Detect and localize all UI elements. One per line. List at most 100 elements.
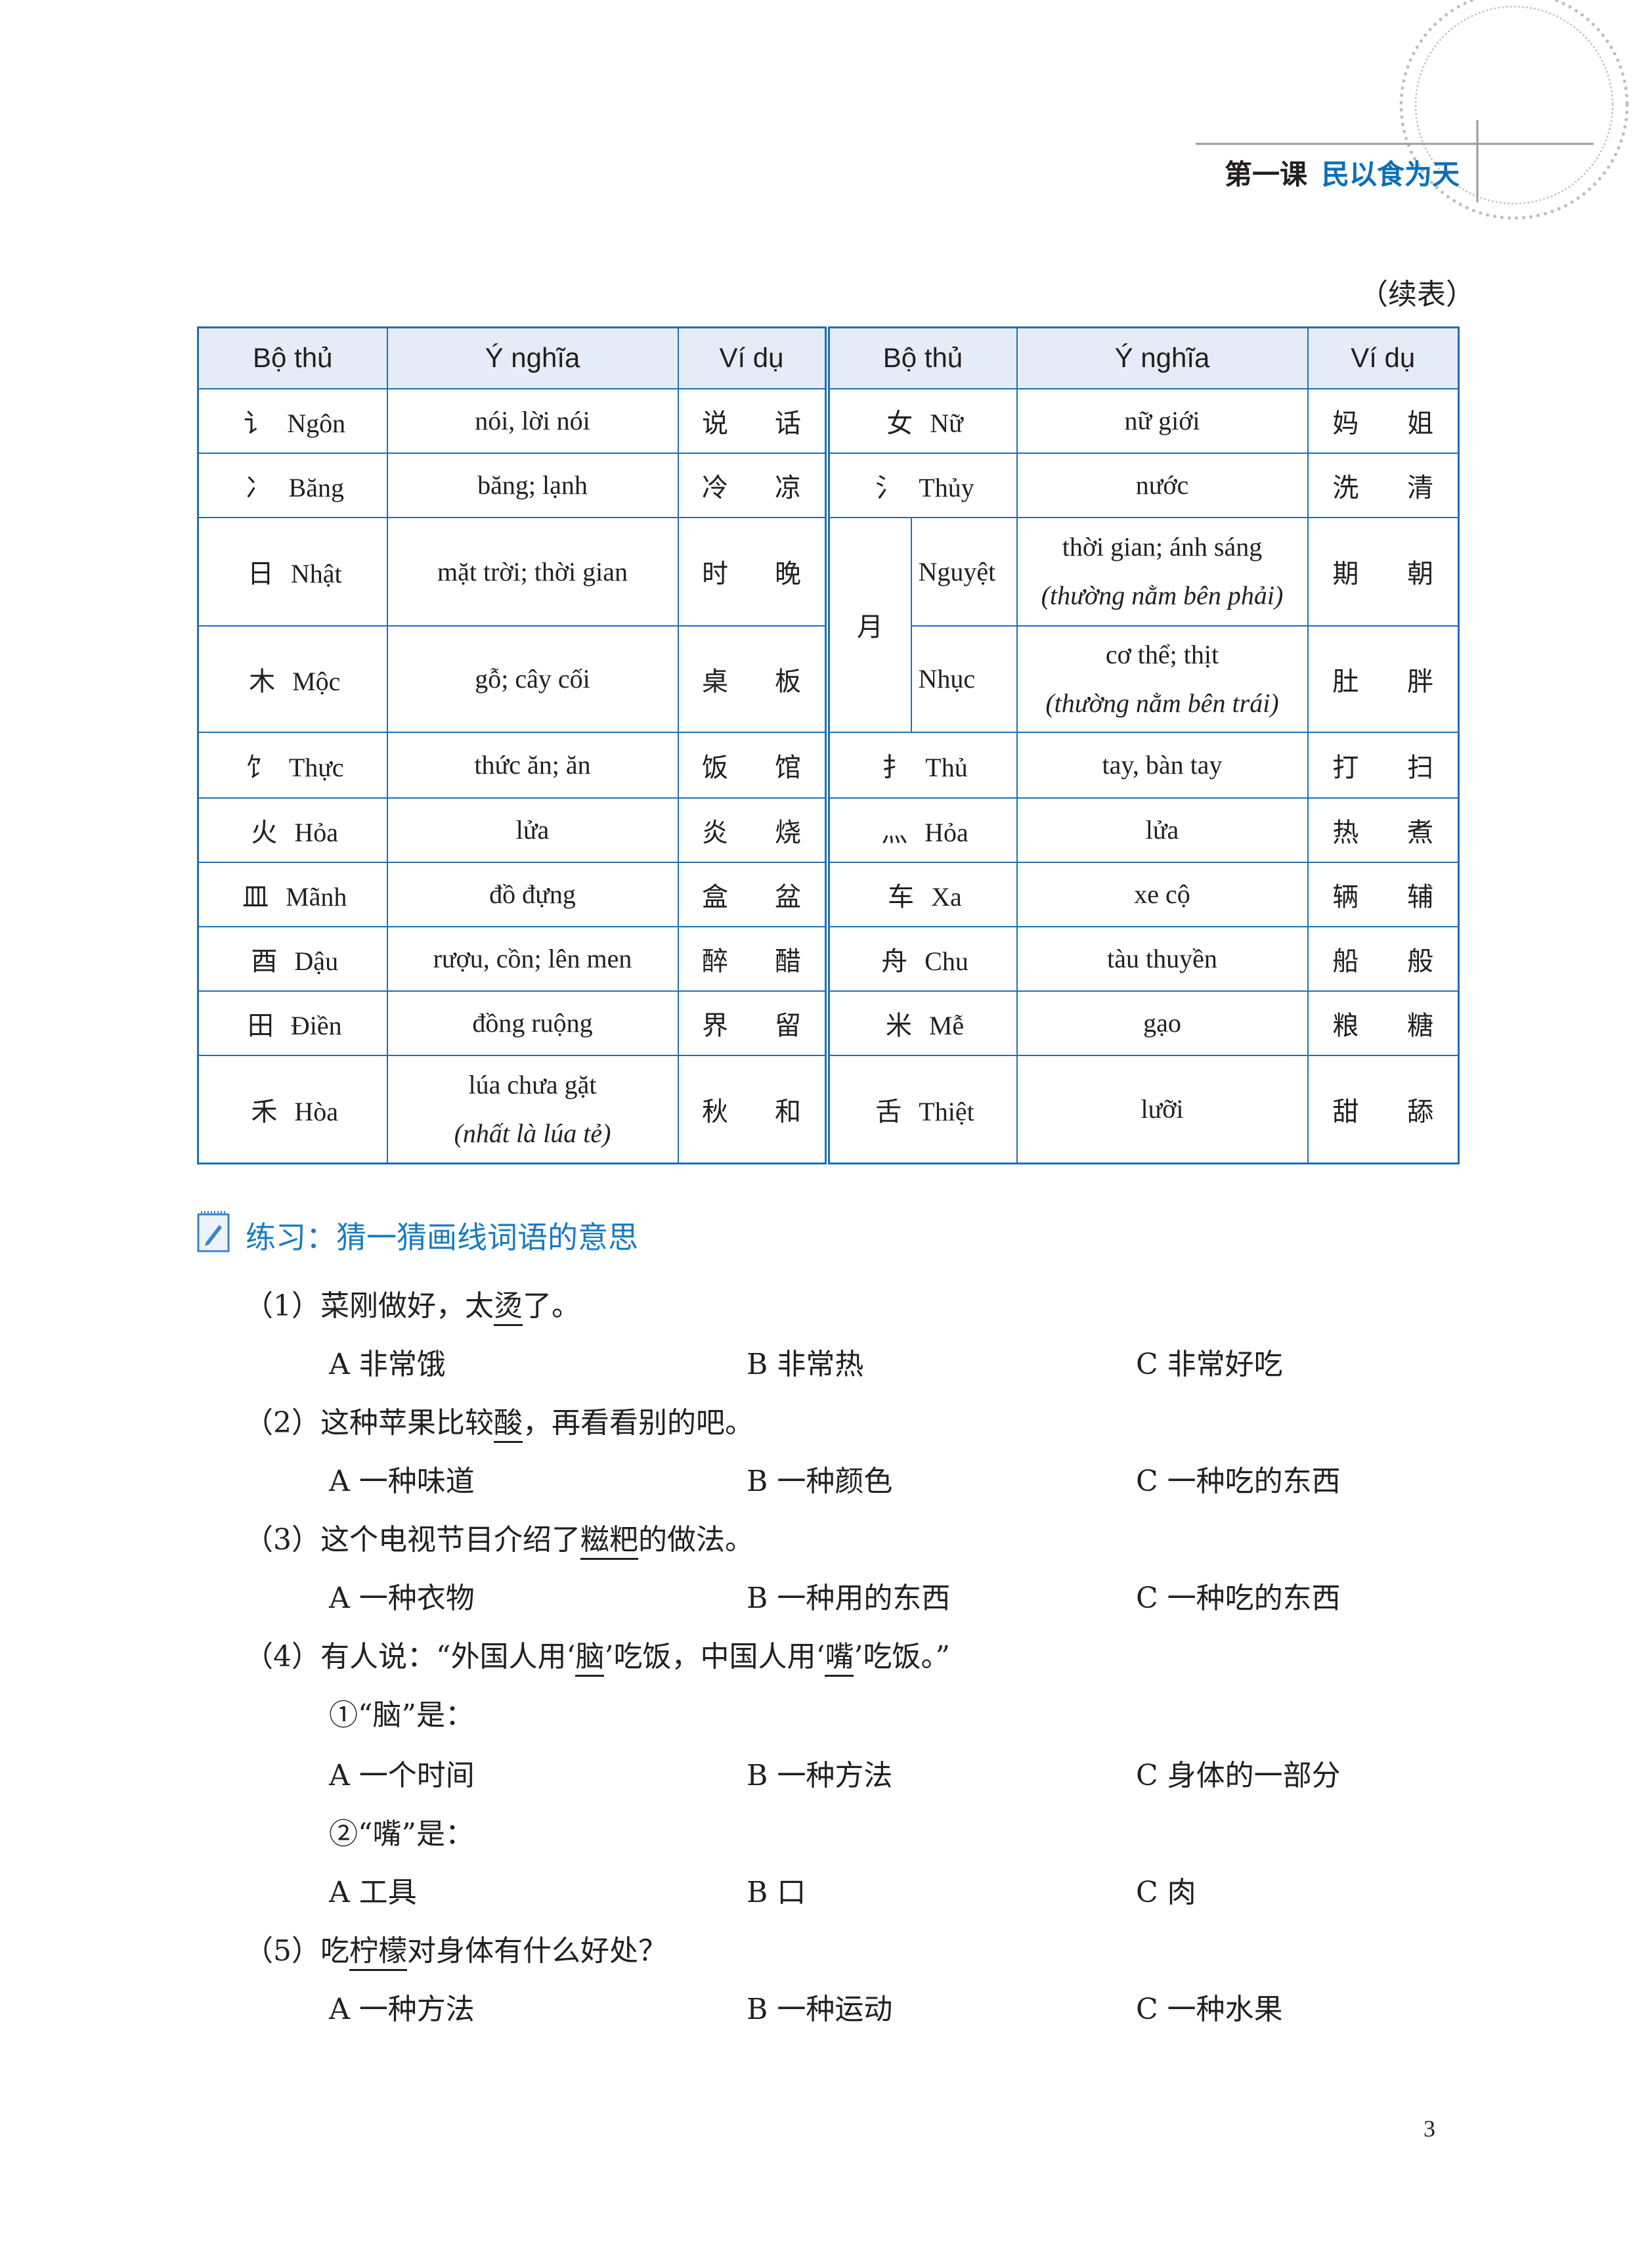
radical-name: Mộc <box>292 666 341 696</box>
radical-name: Chu <box>924 946 968 976</box>
example-char: 留 <box>775 1010 801 1041</box>
meaning-cell: gỗ; cây cối <box>386 625 679 733</box>
answer-option[interactable]: C 肉 <box>1136 1876 1196 1909</box>
question: （4）有人说：“外国人用‘脑’吃饭，中国人用‘嘴’吃饭。” <box>244 1633 950 1677</box>
radical-name: Mãnh <box>286 881 347 912</box>
answer-option[interactable]: A 一种方法 <box>329 1993 475 2026</box>
answer-option[interactable]: B 一种用的东西 <box>747 1582 951 1615</box>
examples-cell: 说话 <box>677 387 828 454</box>
radical-glyph: 田 <box>247 1010 274 1041</box>
meaning-text: xe cộ <box>1134 879 1190 909</box>
meaning-text: băng; lạnh <box>477 470 588 500</box>
example-char: 炎 <box>702 817 728 848</box>
examples-cell: 界留 <box>677 990 828 1056</box>
answer-option[interactable]: C 非常好吃 <box>1136 1348 1283 1381</box>
radical-name: Thủy <box>919 472 974 502</box>
radical-glyph: 月 <box>857 612 883 642</box>
table-row: 木 Mộc gỗ; cây cối 桌板 Nhục cơ thể; thịt (thường… <box>197 625 1460 733</box>
question: （2）这种苹果比较酸，再看看别的吧。 <box>244 1399 754 1443</box>
example-char: 洗 <box>1332 472 1359 503</box>
answer-option[interactable]: B 口 <box>747 1876 806 1909</box>
radical-glyph: 饣 <box>245 752 272 783</box>
example-char: 热 <box>1332 817 1359 848</box>
radical-name: Mễ <box>928 1010 965 1040</box>
lesson-number: 第一课 <box>1225 158 1308 190</box>
answer-option[interactable]: C 一种吃的东西 <box>1136 1582 1341 1615</box>
answer-option[interactable]: B 一种运动 <box>747 1993 893 2026</box>
meaning-text: lửa <box>1145 815 1179 845</box>
answer-option[interactable]: B 一种方法 <box>747 1759 893 1792</box>
meaning-cell: gạo <box>1016 990 1309 1056</box>
meaning-text: cơ thể; thịt <box>1105 639 1219 669</box>
page-number: 3 <box>1424 2115 1435 2142</box>
radical-cell: 田 Điền <box>197 990 388 1056</box>
meaning-text: tay, bàn tay <box>1102 750 1223 780</box>
example-char: 辅 <box>1407 881 1434 912</box>
radical-glyph: 米 <box>885 1010 912 1041</box>
question-text: 了。 <box>523 1289 580 1323</box>
underlined-word: 嘴 <box>825 1640 854 1677</box>
meaning-cell: tay, bàn tay <box>1016 731 1309 799</box>
examples-cell: 热煮 <box>1307 797 1460 863</box>
answer-option[interactable]: C 身体的一部分 <box>1136 1759 1341 1792</box>
example-char: 醉 <box>702 946 728 977</box>
meaning-text: gạo <box>1143 1008 1181 1038</box>
answer-option[interactable]: B 非常热 <box>747 1348 864 1381</box>
examples-cell: 打扫 <box>1307 731 1460 799</box>
radical-name: Xa <box>931 881 962 912</box>
table-row: 日 Nhật mặt trời; thời gian 时晚月 Nguyệt thời gi… <box>197 516 1460 733</box>
underlined-word: 糍粑 <box>580 1523 638 1560</box>
answer-option[interactable]: C 一种水果 <box>1136 1993 1283 2026</box>
example-char: 糖 <box>1407 1010 1434 1041</box>
examples-cell: 肚胖 <box>1307 625 1460 733</box>
underlined-word: 烫 <box>494 1289 523 1326</box>
question-text: 对身体有什么好处？ <box>407 1934 667 1968</box>
example-char: 醋 <box>775 946 801 977</box>
table-row: 禾 Hòa lúa chưa gặt (nhất là lúa tẻ) 秋和舌 Thiệt… <box>197 1054 1460 1164</box>
example-char: 甜 <box>1332 1096 1359 1127</box>
radical-cell: 木 Mộc <box>197 625 388 733</box>
examples-cell: 炎烧 <box>677 797 828 863</box>
example-char: 盆 <box>775 881 801 912</box>
meaning-text: gỗ; cây cối <box>475 664 590 694</box>
meaning-cell: đồng ruộng <box>386 990 679 1056</box>
radical-cell: 禾 Hòa <box>197 1054 388 1164</box>
meaning-cell: lửa <box>386 797 679 863</box>
radical-cell: 米 Mễ <box>824 990 1018 1056</box>
underlined-word: 柠檬 <box>349 1934 407 1971</box>
answer-option[interactable]: A 一个时间 <box>329 1759 475 1792</box>
answer-option[interactable]: A 一种味道 <box>329 1465 475 1498</box>
meaning-cell: tàu thuyền <box>1016 925 1309 992</box>
example-char: 粮 <box>1332 1010 1359 1041</box>
answer-option[interactable]: C 一种吃的东西 <box>1136 1465 1341 1498</box>
answer-option[interactable]: A 非常饿 <box>329 1348 446 1381</box>
radical-cell: 饣 Thực <box>197 731 388 799</box>
examples-cell: 桌板 <box>677 625 828 733</box>
meaning-text: thời gian; ánh sáng <box>1062 532 1263 562</box>
answer-option[interactable]: A 工具 <box>329 1876 417 1909</box>
example-char: 姐 <box>1407 408 1434 439</box>
meaning-cell: nước <box>1016 452 1309 518</box>
notepad-pencil-icon <box>197 1211 230 1252</box>
radical-name: Hỏa <box>924 817 968 847</box>
radical-cell: 皿 Mãnh <box>197 861 388 927</box>
example-char: 辆 <box>1332 881 1359 912</box>
radical-name: Nhục <box>918 664 976 694</box>
examples-cell: 期朝 <box>1307 516 1460 627</box>
question-text: （3）这个电视节目介绍了 <box>244 1523 580 1557</box>
table-row: 酉 Dậu rượu, cồn; lên men 醉醋舟 Chu tàu thuyền 船般 <box>197 925 1460 992</box>
meaning-text: lưỡi <box>1141 1094 1184 1124</box>
answer-option[interactable]: B 一种颜色 <box>747 1465 893 1498</box>
radical-cell: 女 Nữ <box>824 387 1018 454</box>
radical-glyph: 酉 <box>251 946 278 977</box>
meaning-cell: lửa <box>1016 797 1309 863</box>
radical-cell: 舌 Thiệt <box>824 1054 1018 1164</box>
header-radical: Bộ thủ <box>197 326 388 389</box>
examples-cell: 醉醋 <box>677 925 828 992</box>
answer-option[interactable]: A 一种衣物 <box>329 1582 475 1615</box>
header-meaning: Ý nghĩa <box>1016 326 1309 389</box>
example-char: 期 <box>1332 559 1359 589</box>
radical-cell: 舟 Chu <box>824 925 1018 992</box>
meaning-cell: nữ giới <box>1016 387 1309 454</box>
radical-name: Nữ <box>930 408 963 438</box>
